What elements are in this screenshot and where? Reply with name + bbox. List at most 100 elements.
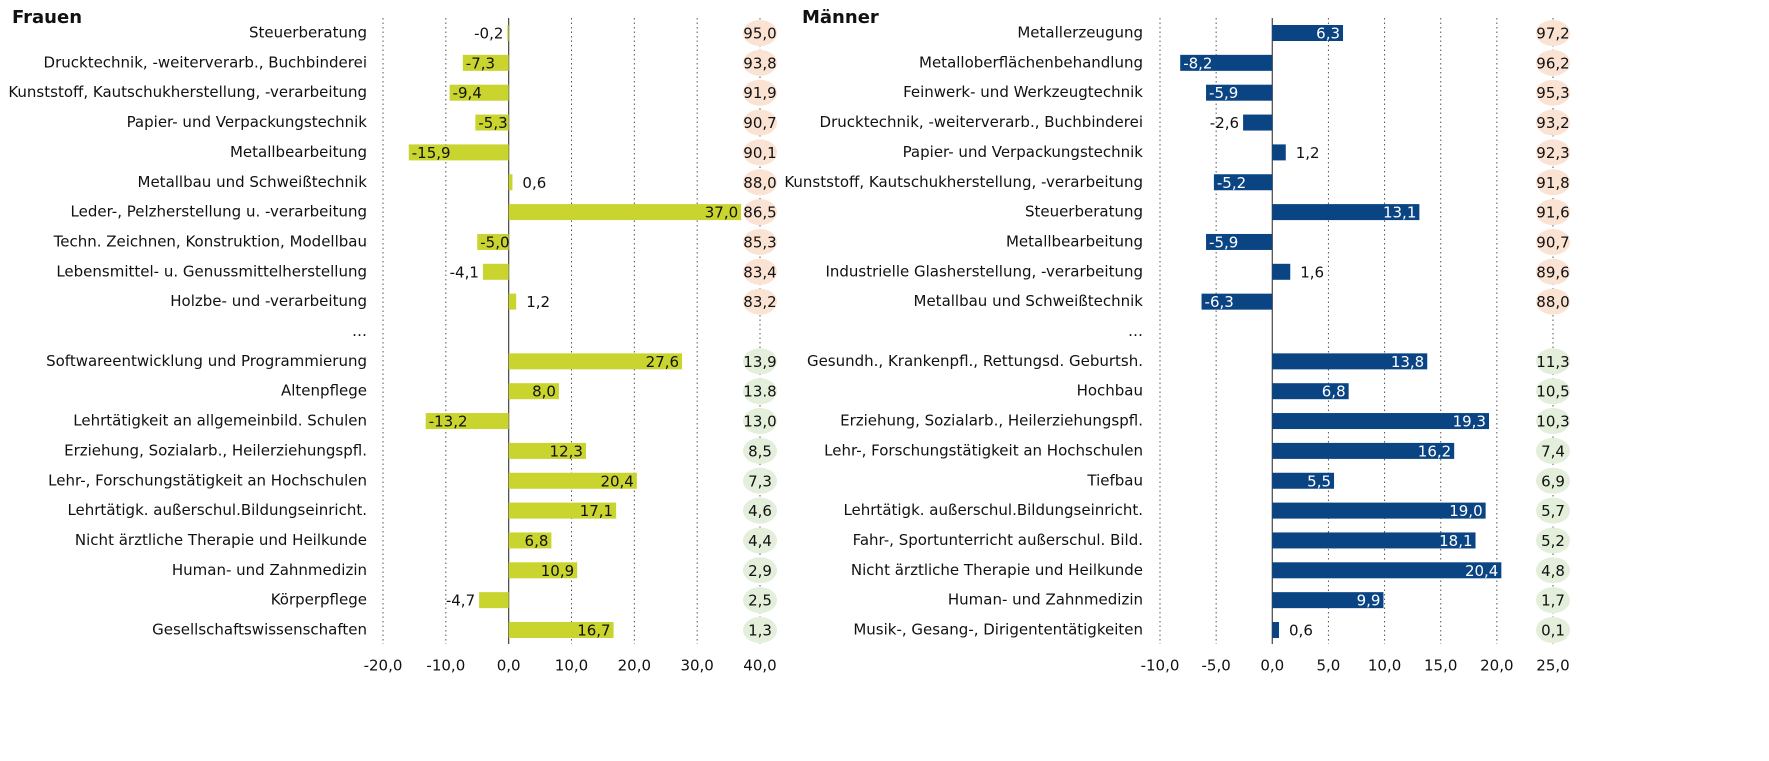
share-marker — [743, 617, 777, 643]
value-label: 20,4 — [1465, 562, 1498, 580]
share-label: 86,5 — [743, 204, 776, 222]
share-label: 6,9 — [1541, 472, 1565, 490]
share-label: 96,2 — [1536, 54, 1569, 72]
x-tick-label: 20,0 — [618, 657, 651, 675]
value-label: 19,3 — [1453, 413, 1486, 431]
share-label: 1,3 — [748, 622, 772, 640]
bar — [477, 233, 509, 250]
share-label: 83,2 — [743, 293, 776, 311]
value-label: -7,3 — [466, 54, 495, 72]
share-label: 88,0 — [743, 174, 776, 192]
bar — [508, 353, 683, 370]
share-label: 88,0 — [1536, 293, 1569, 311]
bar — [508, 502, 617, 519]
share-marker — [1536, 139, 1570, 166]
bar — [1213, 174, 1273, 191]
bar — [1206, 84, 1273, 101]
share-marker — [743, 20, 777, 46]
share-marker — [743, 109, 777, 136]
panel-title: Frauen — [12, 7, 82, 28]
value-label: 0,6 — [522, 174, 546, 192]
bar — [1272, 562, 1502, 579]
bar — [1272, 263, 1291, 280]
category-label: Metallbearbeitung — [1006, 232, 1143, 250]
share-label: 95,0 — [743, 25, 776, 43]
share-label: 95,3 — [1536, 84, 1569, 102]
bar — [1180, 54, 1273, 71]
x-tick-label: 30,0 — [680, 657, 713, 675]
category-label: Metalloberflächenbehandlung — [919, 53, 1143, 71]
x-tick-label: 20,0 — [1480, 657, 1513, 675]
share-marker — [1536, 169, 1570, 196]
x-tick-label: 0,0 — [497, 657, 521, 675]
share-marker — [1536, 109, 1570, 136]
value-label: 1,2 — [1296, 144, 1320, 162]
value-label: 6,3 — [1316, 25, 1340, 43]
share-label: 85,3 — [743, 233, 776, 251]
share-label: 10,5 — [1536, 383, 1569, 401]
share-marker — [743, 169, 777, 196]
value-label: 20,4 — [600, 472, 633, 490]
panel-title: Männer — [802, 7, 879, 28]
share-marker — [1536, 467, 1570, 494]
value-label: 1,2 — [526, 293, 550, 311]
share-marker — [1536, 527, 1570, 554]
share-label: 13,9 — [743, 353, 776, 371]
share-label: 2,5 — [748, 592, 772, 610]
x-tick-label: 40,0 — [743, 657, 776, 675]
value-label: 0,6 — [1289, 622, 1313, 640]
x-tick-label: -5,0 — [1202, 657, 1231, 675]
category-label: Lehr-, Forschungstätigkeit an Hochschule… — [48, 471, 367, 489]
bar — [482, 263, 509, 280]
category-label: Altenpflege — [281, 382, 367, 400]
x-tick-label: -10,0 — [1141, 657, 1180, 675]
bar — [1272, 472, 1335, 489]
category-label: Lehrtätigk. außerschul.Bildungseinricht. — [843, 501, 1143, 519]
bar — [1272, 502, 1486, 519]
share-label: 1,7 — [1541, 592, 1565, 610]
category-label: Steuerberatung — [1025, 203, 1143, 221]
category-label: Techn. Zeichnen, Konstruktion, Modellbau — [53, 232, 367, 250]
bar — [1272, 413, 1489, 430]
share-label: 91,8 — [1536, 174, 1569, 192]
category-label: Metallbau und Schweißtechnik — [914, 292, 1144, 310]
value-label: 16,7 — [577, 622, 610, 640]
category-label: Softwareentwicklung und Programmierung — [46, 352, 367, 370]
category-label: Human- und Zahnmedizin — [948, 591, 1143, 609]
share-marker — [1536, 617, 1570, 643]
share-marker — [743, 139, 777, 166]
category-label: Drucktechnik, -weiterverarb., Buchbinder… — [820, 113, 1143, 131]
share-marker — [743, 199, 777, 226]
value-label: 19,0 — [1449, 502, 1482, 520]
category-label: Steuerberatung — [249, 24, 367, 42]
category-label: Leder-, Pelzherstellung u. -verarbeitung — [71, 203, 368, 221]
bar — [1272, 144, 1286, 161]
bar — [508, 532, 552, 549]
bar — [1272, 622, 1280, 638]
category-label: … — [352, 322, 367, 340]
share-marker — [1536, 79, 1570, 106]
share-marker — [1536, 348, 1570, 375]
x-tick-label: 10,0 — [555, 657, 588, 675]
share-label: 7,4 — [1541, 442, 1565, 460]
share-marker — [1536, 378, 1570, 405]
share-marker — [1536, 557, 1570, 584]
bar — [1272, 25, 1344, 41]
share-label: 8,5 — [748, 442, 772, 460]
share-marker — [743, 467, 777, 494]
category-label: Kunststoff, Kautschukherstellung, -verar… — [784, 173, 1143, 191]
share-marker — [743, 288, 777, 315]
share-label: 10,3 — [1536, 413, 1569, 431]
share-label: 91,6 — [1536, 204, 1569, 222]
share-marker — [743, 378, 777, 405]
share-label: 11,3 — [1536, 353, 1569, 371]
bar — [508, 174, 513, 191]
bar — [508, 472, 637, 489]
bar — [508, 562, 578, 579]
value-label: 16,2 — [1418, 442, 1451, 460]
value-label: -5,0 — [480, 233, 509, 251]
share-marker — [1536, 228, 1570, 255]
category-label: … — [1128, 322, 1143, 340]
category-label: Nicht ärztliche Therapie und Heilkunde — [75, 531, 367, 549]
bar — [508, 622, 614, 638]
